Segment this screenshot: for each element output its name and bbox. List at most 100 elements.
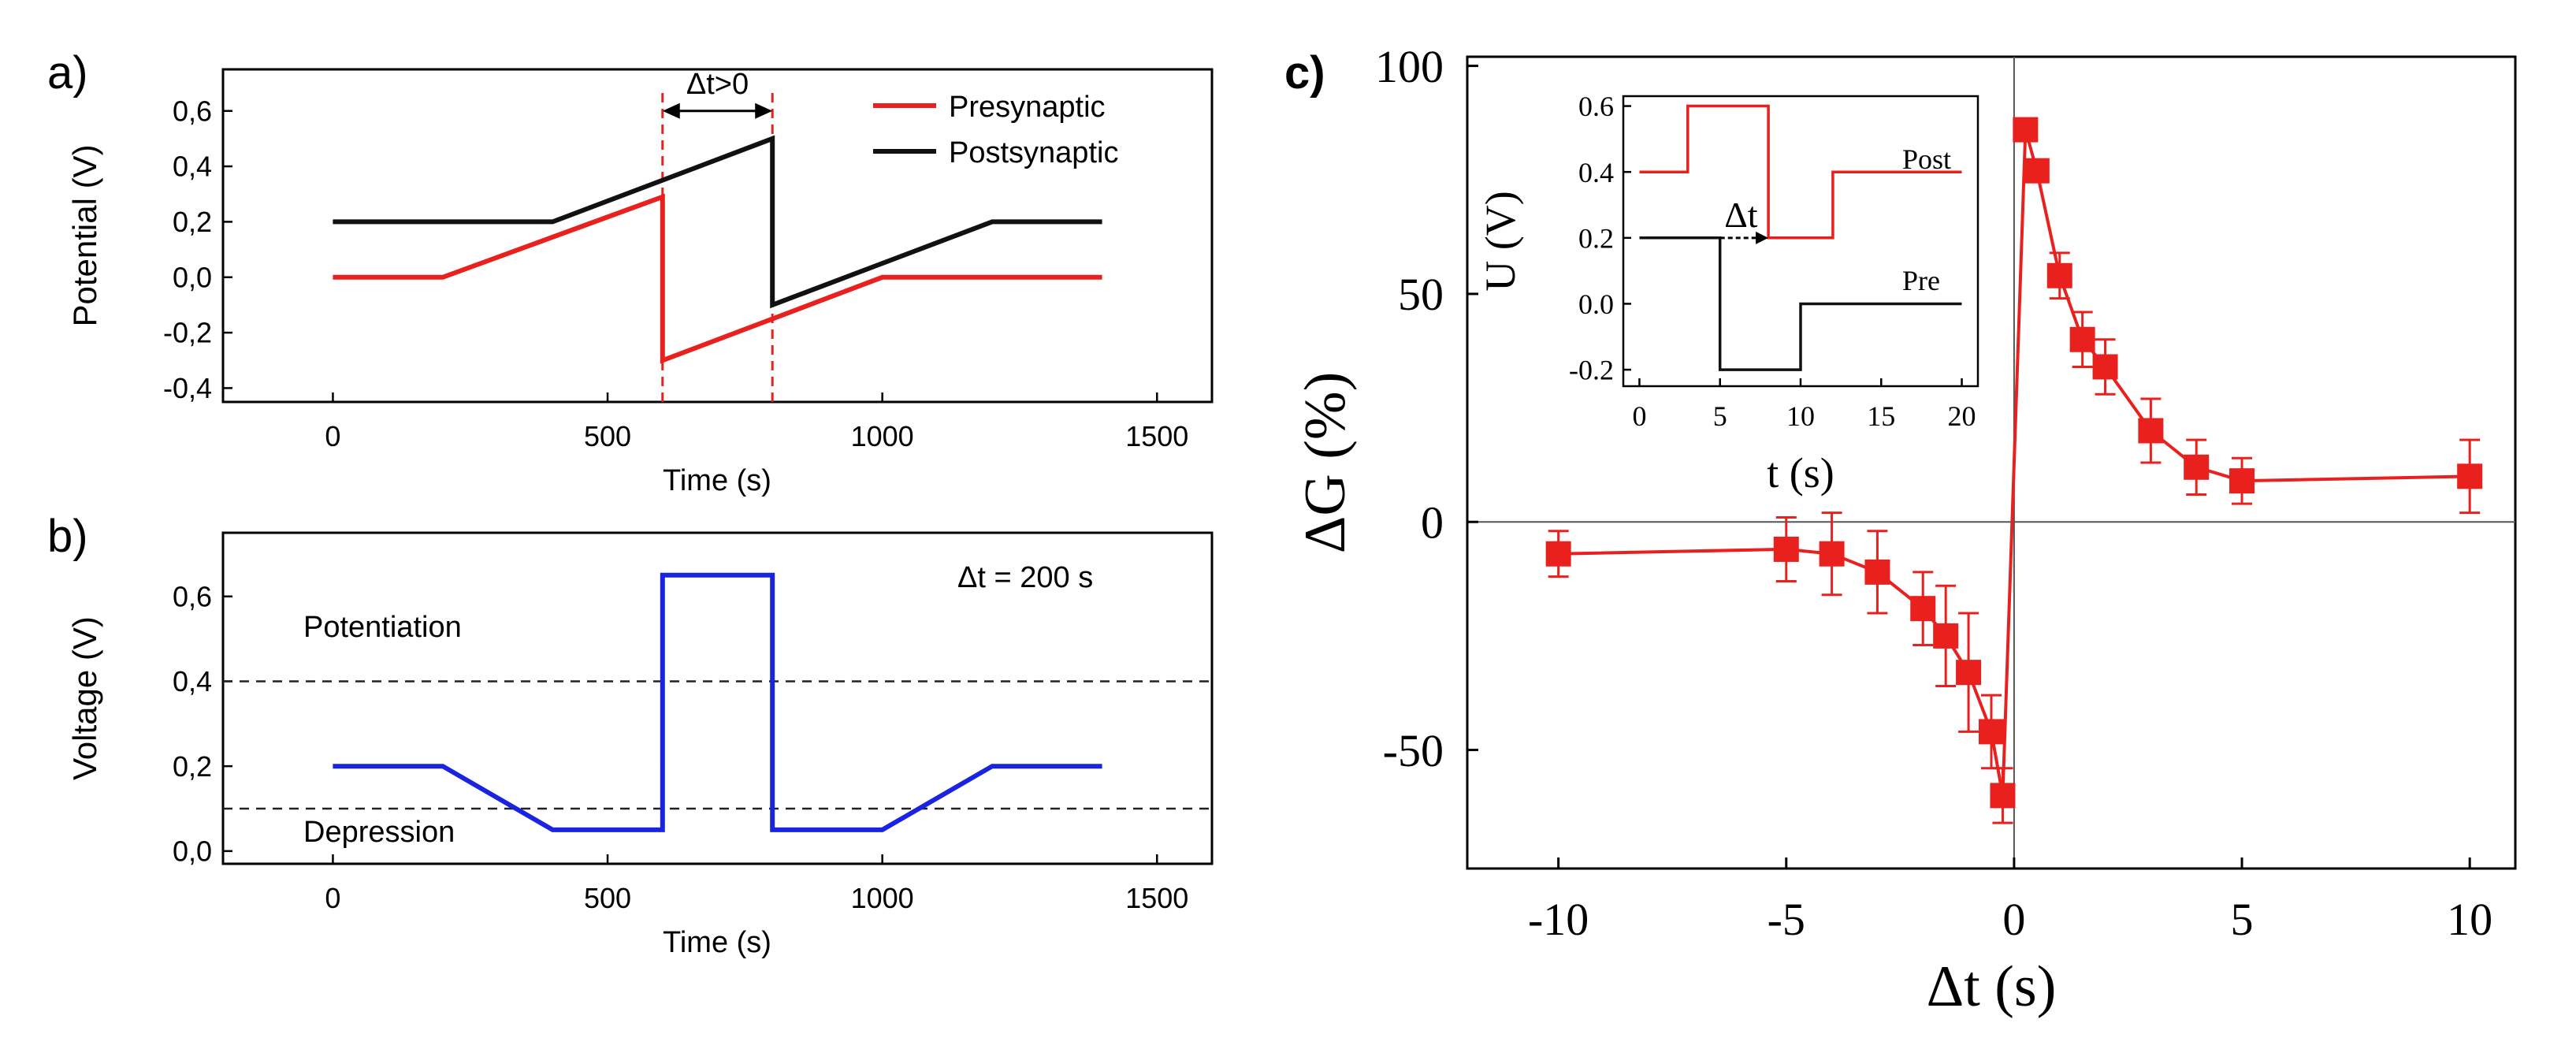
- x-tick-label: 1500: [1125, 882, 1188, 914]
- panel-a-ylabel: Potential (V): [66, 144, 103, 326]
- data-point: [1910, 596, 1936, 622]
- panel-a-xlabel: Time (s): [663, 464, 771, 497]
- y-tick-label: 0,2: [173, 206, 212, 238]
- x-tick-label: 500: [584, 420, 631, 452]
- data-point: [2069, 326, 2095, 352]
- panel-b: b) 0 500 1000 1500 0,0 0,2 0,4 0,6 Potentiation…: [47, 511, 1214, 959]
- data-point: [1933, 623, 1959, 649]
- y-tick-label: 0,4: [173, 151, 212, 183]
- panel-c-frame: [1466, 55, 2517, 870]
- panel-a: a) 0 500 1000 1500 -0,4 -0,2 0,0 0,2 0,4 0,6 Δt>0…: [47, 47, 1214, 497]
- data-point: [1545, 541, 1571, 567]
- x-tick-label: 500: [584, 882, 631, 914]
- y-tick-label: 0,2: [173, 750, 212, 783]
- panel-c-ylabel: ΔG (%): [1293, 372, 1358, 553]
- y-tick-label: 0: [1421, 497, 1444, 549]
- panel-a-legend: Presynaptic Postsynaptic: [873, 91, 1118, 169]
- data-point: [1864, 559, 1890, 585]
- x-tick-label: 0: [325, 420, 340, 452]
- series-line-presynaptic: [333, 193, 1102, 364]
- y-tick-label: -50: [1383, 725, 1444, 776]
- panel-c-xlabel: Δt (s): [1927, 954, 2057, 1019]
- panel-b-series: [333, 572, 1102, 832]
- x-tick-label: 15: [1867, 400, 1895, 432]
- y-tick-label: 50: [1398, 269, 1444, 320]
- y-tick-label: -0,2: [163, 317, 212, 349]
- legend-label-presynaptic: Presynaptic: [949, 91, 1106, 124]
- panel-b-thresholds: [223, 680, 1212, 810]
- data-point: [2229, 468, 2255, 494]
- y-tick-label: -0,4: [163, 372, 212, 404]
- data-point: [1819, 541, 1845, 567]
- x-tick-label: 1000: [851, 420, 914, 452]
- data-point: [2457, 463, 2483, 489]
- x-tick-label: 10: [1786, 400, 1815, 432]
- panel-a-arrow-head-right: [755, 102, 773, 119]
- panel-a-delta-t-label: Δt>0: [686, 68, 749, 101]
- inset-delta-t-label: Δt: [1724, 195, 1758, 235]
- data-point: [2184, 454, 2210, 480]
- y-tick-label: 0.2: [1578, 222, 1614, 254]
- data-point: [2138, 418, 2164, 444]
- panel-b-annotation: Δt = 200 s: [957, 561, 1093, 594]
- data-point: [1979, 719, 2004, 745]
- panel-a-label: a): [47, 47, 88, 99]
- y-tick-label: -0.2: [1569, 355, 1614, 386]
- panel-c-label: c): [1284, 47, 1325, 99]
- data-point: [1773, 536, 1799, 562]
- threshold-label-potentiation: Potentiation: [303, 611, 462, 644]
- data-point: [2092, 354, 2118, 380]
- inset-series-pre: [1639, 236, 1962, 371]
- x-tick-label: 1500: [1125, 420, 1188, 452]
- x-tick-label: 0: [2002, 894, 2025, 945]
- data-point: [1990, 783, 2016, 809]
- series-line-voltage: [333, 572, 1102, 832]
- data-point: [2013, 117, 2039, 143]
- inset-label-post: Post: [1902, 143, 1951, 175]
- y-tick-label: 0,0: [173, 835, 212, 867]
- x-tick-label: 20: [1948, 400, 1976, 432]
- y-tick-label: 0.0: [1578, 288, 1614, 320]
- y-tick-label: 0,4: [173, 665, 212, 697]
- inset-label-pre: Pre: [1902, 265, 1940, 296]
- panel-a-arrow-head-left: [662, 102, 680, 119]
- inset-ylabel: U (V): [1477, 191, 1524, 291]
- y-tick-label: 0.4: [1578, 157, 1614, 188]
- x-tick-label: 5: [2231, 894, 2254, 945]
- panel-c-inset: 0 5 10 15 20 -0.2 0.0 0.2 0.4 0.6 Δt Post Pre t (…: [1477, 91, 1979, 497]
- data-point: [2046, 262, 2072, 288]
- threshold-label-depression: Depression: [303, 816, 455, 849]
- panel-c-series: [1545, 117, 2483, 824]
- x-tick-label: -5: [1768, 894, 1805, 945]
- x-tick-label: 5: [1713, 400, 1727, 432]
- inset-arrow-head: [1756, 231, 1769, 244]
- y-tick-label: 0,6: [173, 95, 212, 127]
- y-tick-label: 0.6: [1578, 91, 1614, 122]
- data-point: [2024, 158, 2050, 184]
- series-line-postsynaptic: [333, 135, 1102, 309]
- inset-series-post: [1639, 104, 1962, 240]
- panel-a-ticks: 0 500 1000 1500 -0,4 -0,2 0,0 0,2 0,4 0,6: [163, 95, 1188, 452]
- x-tick-label: 1000: [851, 882, 914, 914]
- y-tick-label: 0,6: [173, 580, 212, 612]
- x-tick-label: 0: [1632, 400, 1646, 432]
- x-tick-label: 0: [325, 882, 340, 914]
- inset-ticks: 0 5 10 15 20 -0.2 0.0 0.2 0.4 0.6: [1569, 91, 1976, 432]
- panel-b-xlabel: Time (s): [663, 926, 771, 959]
- y-tick-label: 0,0: [173, 261, 212, 293]
- panel-b-ylabel: Voltage (V): [66, 616, 103, 780]
- legend-label-postsynaptic: Postsynaptic: [949, 136, 1118, 169]
- x-tick-label: 10: [2447, 894, 2492, 945]
- panel-b-frame: [221, 531, 1214, 865]
- panel-a-series: [333, 135, 1102, 364]
- data-point: [1956, 660, 1982, 686]
- x-tick-label: -10: [1528, 894, 1589, 945]
- inset-series: [1639, 104, 1962, 371]
- panel-b-label: b): [47, 511, 88, 562]
- panel-a-frame: [221, 68, 1214, 404]
- panel-b-ticks: 0 500 1000 1500 0,0 0,2 0,4 0,6: [173, 580, 1188, 914]
- y-tick-label: 100: [1375, 41, 1444, 92]
